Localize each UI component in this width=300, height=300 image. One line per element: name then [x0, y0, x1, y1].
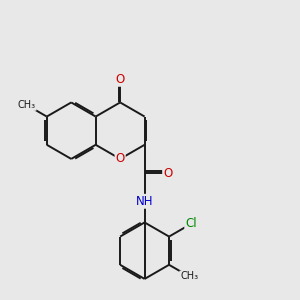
Text: Cl: Cl — [185, 218, 197, 230]
Text: O: O — [116, 73, 125, 86]
Text: O: O — [116, 152, 125, 165]
Text: O: O — [163, 167, 172, 179]
Text: NH: NH — [136, 195, 153, 208]
Text: CH₃: CH₃ — [18, 100, 36, 110]
Text: CH₃: CH₃ — [180, 272, 198, 281]
